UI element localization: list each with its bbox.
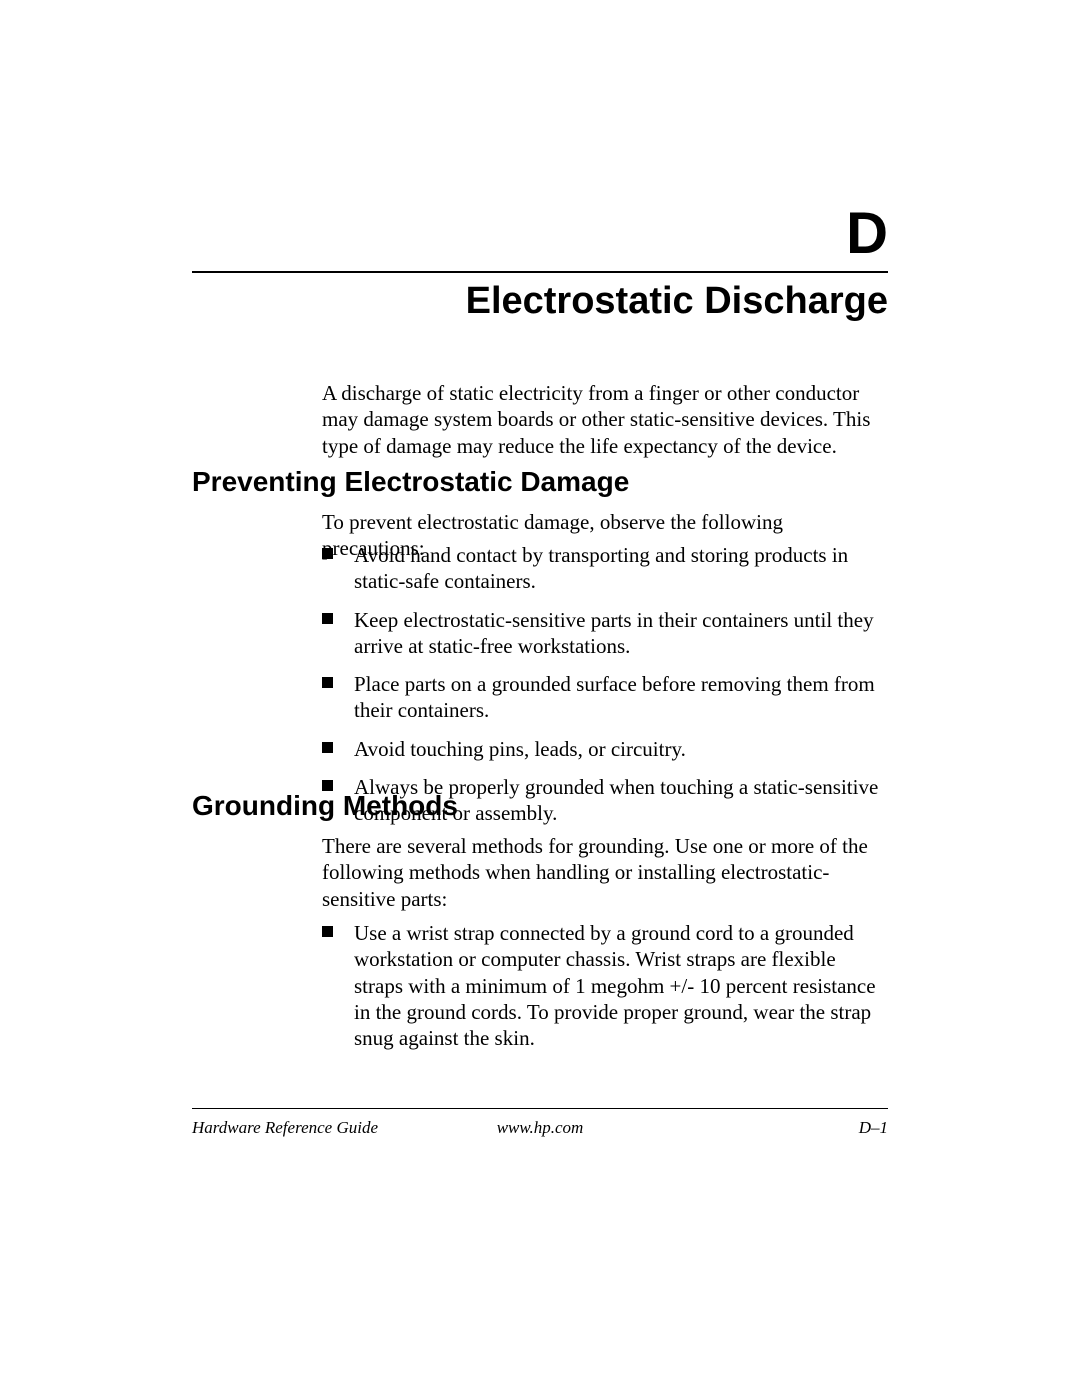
list-item: Use a wrist strap connected by a ground … (322, 920, 888, 1051)
bullet-icon (322, 926, 333, 937)
appendix-letter: D (846, 200, 888, 267)
list-item: Avoid hand contact by transporting and s… (322, 542, 888, 595)
bullet-icon (322, 742, 333, 753)
ground-bullet-list: Use a wrist strap connected by a ground … (322, 920, 888, 1063)
list-item: Place parts on a grounded surface before… (322, 671, 888, 724)
list-item: Avoid touching pins, leads, or circuitry… (322, 736, 888, 762)
list-item: Keep electrostatic-sensitive parts in th… (322, 607, 888, 660)
heading-grounding: Grounding Methods (192, 790, 458, 822)
page-footer: Hardware Reference Guide www.hp.com D–1 (192, 1118, 888, 1138)
footer-rule (192, 1108, 888, 1109)
footer-center: www.hp.com (192, 1118, 888, 1138)
heading-preventing: Preventing Electrostatic Damage (192, 466, 629, 498)
bullet-icon (322, 613, 333, 624)
ground-intro: There are several methods for grounding.… (322, 833, 888, 912)
chapter-title: Electrostatic Discharge (466, 280, 888, 323)
list-item-text: Avoid touching pins, leads, or circuitry… (354, 737, 686, 761)
title-rule (192, 271, 888, 273)
list-item-text: Avoid hand contact by transporting and s… (354, 543, 848, 593)
list-item-text: Place parts on a grounded surface before… (354, 672, 875, 722)
intro-paragraph: A discharge of static electricity from a… (322, 380, 888, 459)
document-page: D Electrostatic Discharge A discharge of… (0, 0, 1080, 1397)
list-item-text: Use a wrist strap connected by a ground … (354, 921, 876, 1050)
bullet-icon (322, 677, 333, 688)
bullet-icon (322, 548, 333, 559)
list-item-text: Keep electrostatic-sensitive parts in th… (354, 608, 874, 658)
